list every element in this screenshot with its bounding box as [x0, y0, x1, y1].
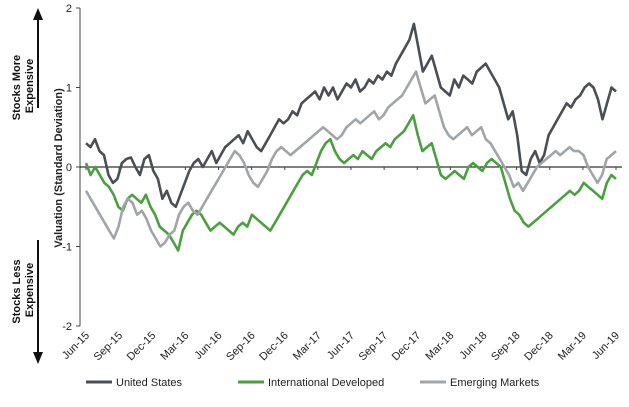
x-tick-label: Dec-16 — [257, 330, 291, 364]
legend-label: United States — [116, 377, 183, 389]
side-annotations: Stocks More Expensive Stocks Less Expens… — [11, 8, 43, 364]
x-tick-label: Dec-15 — [125, 330, 159, 364]
legend: United States International Developed Emer… — [86, 377, 540, 389]
y-tick-label: 2 — [66, 3, 72, 15]
x-tick-label: Sep-15 — [92, 330, 126, 364]
up-arrow-head-icon — [33, 8, 43, 20]
x-tick-label: Jun-18 — [457, 330, 489, 362]
y-tick-label: -2 — [62, 321, 72, 333]
x-tick-label: Mar-16 — [158, 330, 191, 363]
side-label-top: Stocks More Expensive — [11, 52, 36, 120]
down-arrow-head-icon — [33, 352, 43, 364]
y-tick-label: 1 — [66, 83, 72, 95]
series-line-emerging-markets — [84, 70, 617, 248]
x-tick-label: Dec-17 — [390, 330, 424, 364]
y-axis-title: Valuation (Standard Deviation) — [53, 88, 65, 248]
x-tick-label: Sep-17 — [357, 330, 391, 364]
x-tick-label: Mar-17 — [291, 330, 324, 363]
y-tick-label: 0 — [66, 162, 72, 174]
y-tick-label: -1 — [62, 242, 72, 254]
series-line-international-developed — [84, 114, 617, 252]
series-layer — [84, 22, 617, 252]
legend-label: Emerging Markets — [450, 377, 540, 389]
x-tick-label: Jun-19 — [590, 330, 622, 362]
x-tick-label: Jun-16 — [192, 330, 224, 362]
x-tick-label: Jun-17 — [325, 330, 357, 362]
x-tick-label: Jun-15 — [60, 330, 92, 362]
x-tick-label: Sep-18 — [489, 330, 523, 364]
side-label-bottom: Stocks Less Expensive — [11, 256, 36, 323]
legend-label: International Developed — [268, 377, 384, 389]
x-tick-label: Mar-19 — [556, 330, 589, 363]
series-line-united-states — [85, 22, 617, 209]
x-tick-label: Mar-18 — [423, 330, 456, 363]
x-tick-label: Sep-16 — [224, 330, 258, 364]
x-tick-label: Dec-18 — [522, 330, 556, 364]
